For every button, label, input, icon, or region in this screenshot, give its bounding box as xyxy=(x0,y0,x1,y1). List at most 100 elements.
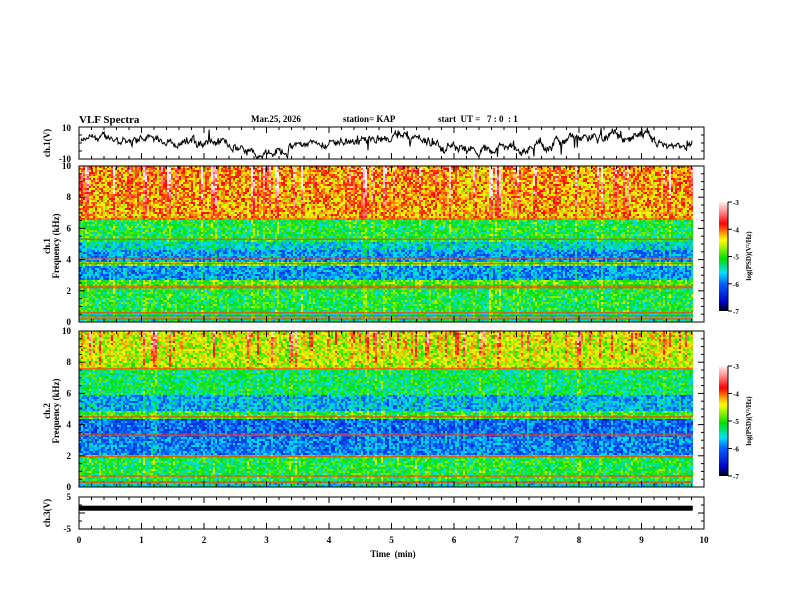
spectrogram-cell xyxy=(581,166,583,168)
spectrogram-cell xyxy=(169,192,171,194)
spectrogram-cell xyxy=(121,170,123,172)
spectrogram-cell xyxy=(499,166,501,168)
spectrogram-cell xyxy=(479,188,481,190)
spectrogram-cell xyxy=(107,196,109,198)
spectrogram-cell xyxy=(651,180,653,182)
spectrogram-cell xyxy=(599,166,601,168)
spectrogram-cell xyxy=(523,182,525,184)
spectrogram-cell xyxy=(283,196,285,198)
spectrogram-cell xyxy=(553,182,555,184)
spectrogram-cell xyxy=(309,172,311,174)
spectrogram-cell xyxy=(493,168,495,170)
spectrogram-cell xyxy=(307,182,309,184)
spectrogram-cell xyxy=(579,168,581,170)
spectrogram-cell xyxy=(291,186,293,188)
spectrogram-cell xyxy=(489,182,491,184)
spectrogram-cell xyxy=(325,194,327,196)
spectrogram-cell xyxy=(101,166,103,168)
spectrogram-cell xyxy=(359,194,361,196)
spectrogram-cell xyxy=(667,176,669,178)
spectrogram-cell xyxy=(481,182,483,184)
spectrogram-cell xyxy=(231,188,233,190)
spectrogram-cell xyxy=(79,172,81,174)
spectrogram-cell xyxy=(363,168,365,170)
spectrogram-cell xyxy=(515,180,517,182)
spectrogram-cell xyxy=(627,172,629,174)
spectrogram-cell xyxy=(171,168,173,170)
spectrogram-cell xyxy=(221,168,223,170)
spectrogram-cell xyxy=(319,190,321,192)
spectrogram-cell xyxy=(243,196,245,198)
spectrogram-cell xyxy=(631,168,633,170)
spectrogram-cell xyxy=(395,172,397,174)
spectrogram-cell xyxy=(147,174,149,176)
spectrogram-cell xyxy=(325,190,327,192)
spectrogram-cell xyxy=(605,188,607,190)
spectrogram-cell xyxy=(199,194,201,196)
spectrogram-cell xyxy=(631,176,633,178)
spectrogram-cell xyxy=(411,166,413,168)
spectrogram-cell xyxy=(637,184,639,186)
spectrogram-cell xyxy=(671,174,673,176)
spectrogram-cell xyxy=(393,176,395,178)
spectrogram-cell xyxy=(419,196,421,198)
spectrogram-cell xyxy=(637,176,639,178)
spectrogram-cell xyxy=(327,182,329,184)
spectrogram-cell xyxy=(175,184,177,186)
spectrogram-cell xyxy=(451,186,453,188)
spectrogram-cell xyxy=(689,168,691,170)
spectrogram-cell xyxy=(605,182,607,184)
spectrogram-cell xyxy=(197,188,199,190)
spectrogram-cell xyxy=(535,174,537,176)
spectrogram-cell xyxy=(269,166,271,168)
spectrogram-cell xyxy=(299,166,301,168)
spectrogram-cell xyxy=(651,178,653,180)
spectrogram-cell xyxy=(519,194,521,196)
spectrogram-cell xyxy=(245,176,247,178)
spectrogram-cell xyxy=(285,182,287,184)
spectrogram-cell xyxy=(281,170,283,172)
spectrogram-cell xyxy=(117,174,119,176)
spectrogram-cell xyxy=(533,194,535,196)
spectrogram-cell xyxy=(245,188,247,190)
spectrogram-cell xyxy=(651,188,653,190)
spectrogram-cell xyxy=(277,180,279,182)
spectrogram-cell xyxy=(123,166,125,168)
spectrogram-cell xyxy=(211,166,213,168)
spectrogram-cell xyxy=(195,184,197,186)
spectrogram-cell xyxy=(479,172,481,174)
spectrogram-cell xyxy=(441,192,443,194)
spectrogram-cell xyxy=(413,186,415,188)
spectrogram-cell xyxy=(279,180,281,182)
spectrogram-cell xyxy=(389,170,391,172)
spectrogram-cell xyxy=(481,180,483,182)
spectrogram-cell xyxy=(305,172,307,174)
spectrogram-cell xyxy=(261,172,263,174)
spectrogram-cell xyxy=(603,196,605,198)
spectrogram-cell xyxy=(353,186,355,188)
spectrogram-cell xyxy=(573,186,575,188)
spectrogram-cell xyxy=(393,172,395,174)
spectrogram-cell xyxy=(235,190,237,192)
spectrogram-cell xyxy=(505,172,507,174)
spectrogram-cell xyxy=(213,192,215,194)
spectrogram-cell xyxy=(587,188,589,190)
spectrogram-cell xyxy=(309,184,311,186)
spectrogram-cell xyxy=(461,196,463,198)
spectrogram-cell xyxy=(599,186,601,188)
spectrogram-cell xyxy=(357,166,359,168)
spectrogram-cell xyxy=(85,176,87,178)
spectrogram-cell xyxy=(391,180,393,182)
spectrogram-cell xyxy=(153,186,155,188)
spectrogram-cell xyxy=(277,194,279,196)
spectrogram-cell xyxy=(135,190,137,192)
spectrogram-cell xyxy=(541,170,543,172)
spectrogram-cell xyxy=(447,180,449,182)
spectrogram-cell xyxy=(469,190,471,192)
spectrogram-cell xyxy=(315,172,317,174)
spectrogram-cell xyxy=(115,180,117,182)
spectrogram-cell xyxy=(83,192,85,194)
spectrogram-cell xyxy=(611,180,613,182)
spectrogram-cell xyxy=(183,196,185,198)
spectrogram-cell xyxy=(415,190,417,192)
